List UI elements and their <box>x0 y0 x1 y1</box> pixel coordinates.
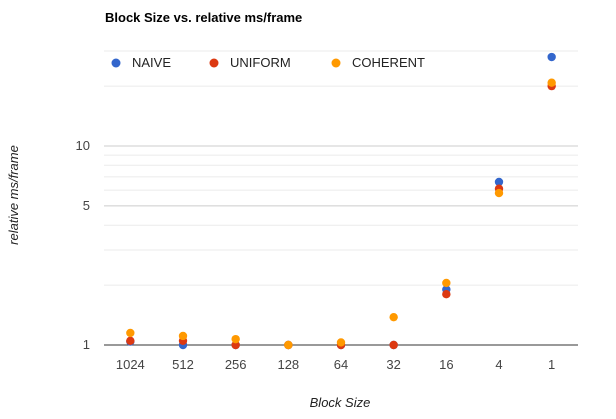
data-point[interactable] <box>284 340 293 350</box>
x-tick-label: 4 <box>495 357 502 372</box>
series-naive <box>126 52 556 350</box>
data-point[interactable] <box>126 336 135 345</box>
data-point[interactable] <box>231 334 240 344</box>
data-points <box>126 52 556 350</box>
data-point[interactable] <box>494 177 504 187</box>
data-point[interactable] <box>494 188 504 198</box>
x-tick-label: 1 <box>548 357 555 372</box>
legend-marker <box>331 58 341 68</box>
legend-label: UNIFORM <box>230 55 291 70</box>
data-point[interactable] <box>442 290 451 299</box>
legend-marker <box>111 58 121 68</box>
data-point[interactable] <box>336 338 346 347</box>
data-point[interactable] <box>231 340 240 350</box>
y-tick-label: 5 <box>83 198 90 213</box>
x-axis-ticks: 1024 512 256 128 64 32 16 4 1 <box>116 357 555 372</box>
legend-label: COHERENT <box>352 55 425 70</box>
x-tick-label: 1024 <box>116 357 145 372</box>
x-tick-label: 32 <box>386 357 400 372</box>
series-uniform <box>126 81 556 350</box>
y-axis-title: relative ms/frame <box>6 145 21 245</box>
data-point[interactable] <box>389 312 398 322</box>
x-axis-title: Block Size <box>310 395 371 410</box>
x-tick-label: 128 <box>277 357 299 372</box>
data-point[interactable] <box>389 340 398 350</box>
x-tick-label: 512 <box>172 357 194 372</box>
y-tick-label: 1 <box>83 337 90 352</box>
gridlines <box>104 50 578 346</box>
data-point[interactable] <box>126 328 135 338</box>
legend-item-uniform[interactable]: UNIFORM <box>209 55 291 70</box>
data-point[interactable] <box>547 78 556 87</box>
legend-item-coherent[interactable]: COHERENT <box>331 55 426 70</box>
legend: NAIVE UNIFORM COHERENT <box>111 55 426 70</box>
y-tick-label: 10 <box>76 138 90 153</box>
x-tick-label: 256 <box>225 357 247 372</box>
data-point[interactable] <box>442 278 451 288</box>
x-tick-label: 16 <box>439 357 453 372</box>
legend-item-naive[interactable]: NAIVE <box>111 55 172 70</box>
legend-marker <box>209 58 219 68</box>
data-point[interactable] <box>178 331 188 341</box>
data-point[interactable] <box>547 52 556 62</box>
chart-title: Block Size vs. relative ms/frame <box>105 10 302 25</box>
x-tick-label: 64 <box>334 357 348 372</box>
series-coherent <box>126 78 556 350</box>
legend-label: NAIVE <box>132 55 171 70</box>
